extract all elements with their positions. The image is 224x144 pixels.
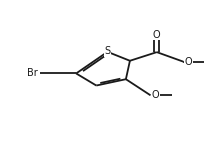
Text: O: O [152, 90, 159, 100]
Text: Br: Br [27, 68, 38, 78]
Text: S: S [104, 46, 111, 56]
Text: O: O [184, 57, 192, 67]
Text: O: O [153, 30, 161, 40]
